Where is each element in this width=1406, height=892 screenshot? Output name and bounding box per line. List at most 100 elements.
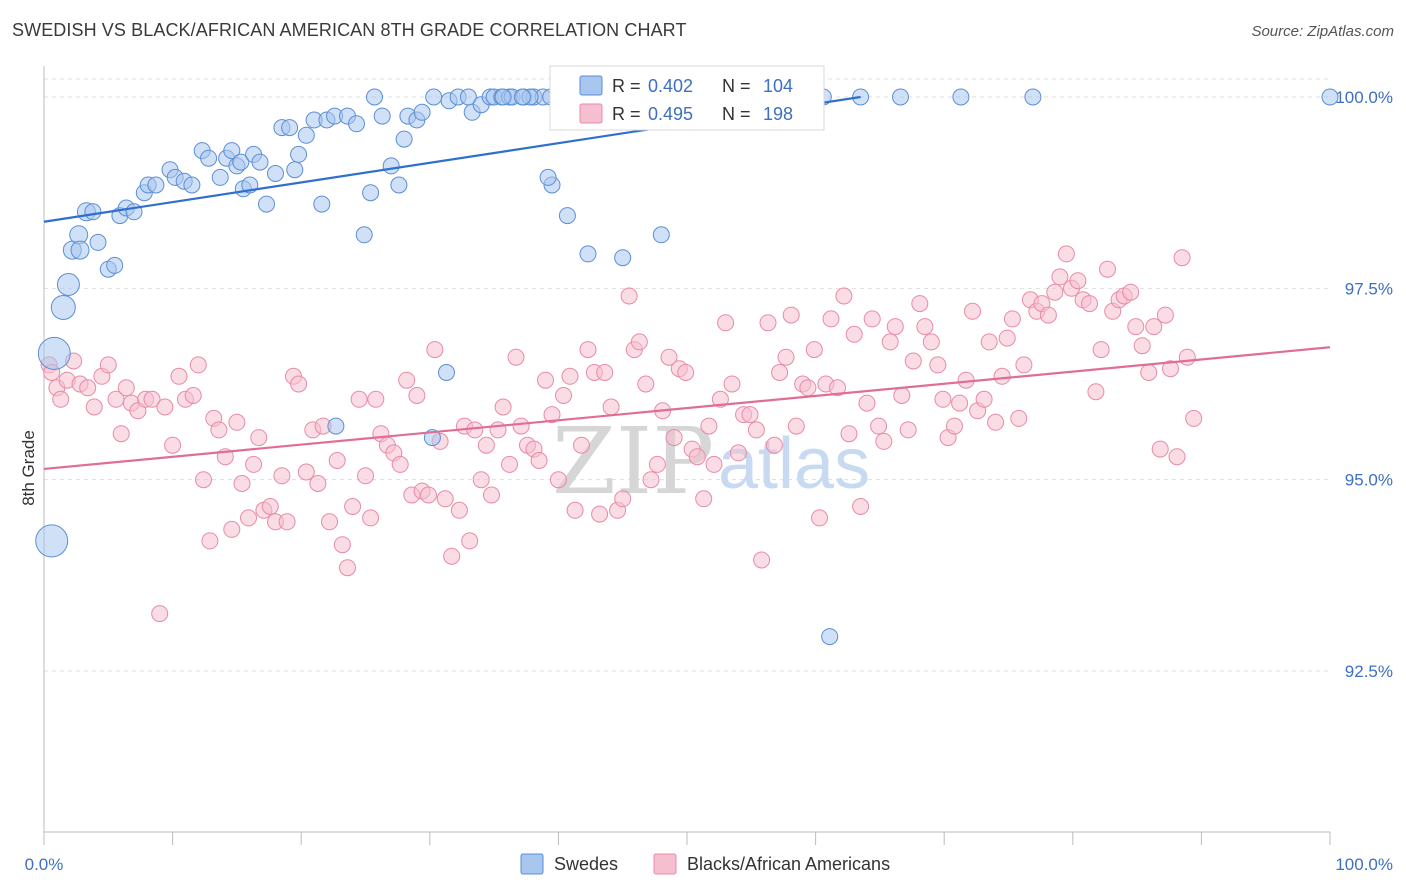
blacks-point (228, 413, 246, 431)
blacks-point (507, 348, 525, 366)
y-tick-label-3: 92.5% (1345, 662, 1393, 681)
swedes-point (106, 256, 124, 274)
stats-n-value-1: 104 (763, 76, 793, 96)
legend-label-swedes[interactable]: Swedes (554, 854, 618, 874)
legend-label-blacks[interactable]: Blacks/African Americans (687, 854, 890, 874)
blacks-point (875, 432, 893, 450)
blacks-point (250, 429, 268, 447)
swedes-point (281, 119, 299, 137)
blacks-point (811, 509, 828, 527)
blacks-point (688, 448, 706, 466)
blacks-point (501, 455, 518, 473)
blacks-point (711, 390, 729, 408)
stats-box: R = 0.402 N = 104 R = 0.495 N = 198 (549, 65, 825, 131)
swedes-point (821, 628, 839, 646)
blacks-point (189, 356, 207, 374)
blacks-point (151, 605, 169, 623)
blacks-point (201, 532, 219, 550)
swedes-point (70, 240, 90, 260)
blacks-point (922, 333, 940, 351)
blacks-point (344, 498, 362, 515)
trend-line-blacks (43, 346, 1331, 471)
blacks-point (987, 413, 1005, 431)
stats-r-value-1: 0.402 (648, 76, 693, 96)
blacks-point (1092, 341, 1110, 359)
blacks-point (350, 390, 368, 408)
blacks-point (620, 287, 638, 305)
blacks-point (677, 364, 695, 381)
swedes-point (290, 145, 308, 163)
swedes-point (37, 336, 71, 370)
swedes-point (558, 207, 576, 225)
blacks-point (741, 406, 759, 424)
blacks-point (543, 406, 561, 424)
blacks-point (195, 471, 212, 489)
blacks-point (477, 436, 495, 454)
blacks-point (530, 452, 548, 469)
blacks-point (916, 318, 934, 336)
blacks-point (1133, 337, 1151, 355)
blacks-point (893, 387, 911, 404)
blacks-point (1145, 318, 1163, 336)
blacks-point (822, 310, 840, 328)
stats-r-value-2: 0.495 (648, 104, 693, 124)
blacks-point (934, 390, 952, 408)
blacks-point (899, 421, 917, 439)
blacks-point (321, 513, 338, 531)
blacks-point (759, 314, 777, 332)
blacks-point (835, 287, 853, 305)
blacks-point (723, 375, 741, 393)
blacks-point (700, 417, 718, 435)
swedes-point (327, 417, 345, 435)
swedes-point (395, 130, 413, 148)
blacks-point (143, 390, 161, 408)
blacks-point (512, 417, 530, 435)
blacks-point (566, 501, 584, 519)
blacks-point (845, 325, 863, 343)
swedes-point (313, 195, 331, 213)
swedes-point (147, 176, 165, 194)
y-tick-label-1: 97.5% (1345, 279, 1393, 298)
swedes-point (355, 226, 373, 244)
y-tick-label-0: 100.0% (1335, 88, 1393, 107)
swedes-point (211, 168, 229, 186)
blacks-point (665, 429, 683, 447)
x-tick-label-1: 100.0% (1335, 855, 1393, 874)
pink-series-points (40, 245, 1203, 623)
legend-swatch-blacks[interactable] (653, 853, 677, 875)
blacks-point (561, 367, 579, 385)
blacks-point (333, 536, 351, 554)
swedes-point (382, 157, 400, 175)
blacks-point (1178, 348, 1196, 366)
blacks-point (555, 387, 572, 404)
blacks-point (420, 486, 437, 504)
swedes-point (892, 88, 909, 106)
chart-title: SWEDISH VS BLACK/AFRICAN AMERICAN 8TH GR… (12, 20, 687, 40)
blacks-point (443, 547, 461, 565)
blacks-point (461, 532, 479, 550)
blacks-point (717, 314, 735, 332)
blacks-point (1127, 318, 1145, 336)
stats-n-label-1: N = (722, 76, 751, 96)
blacks-point (870, 417, 888, 435)
swedes-point (390, 176, 408, 194)
stats-swatch-pink (579, 103, 603, 124)
blacks-point (1010, 409, 1028, 427)
blacks-point (549, 471, 567, 489)
blacks-point (223, 520, 241, 538)
blacks-point (112, 425, 130, 443)
stats-r-label-1: R = (612, 76, 641, 96)
swedes-point (297, 126, 315, 144)
legend-swatch-swedes[interactable] (520, 853, 544, 875)
swedes-point (50, 295, 76, 320)
blacks-point (99, 356, 117, 374)
blacks-point (1015, 356, 1033, 374)
blacks-point (436, 490, 454, 508)
swedes-point (89, 233, 107, 251)
blacks-point (993, 367, 1011, 385)
blacks-point (787, 417, 805, 435)
swedes-point (579, 245, 597, 263)
blacks-point (1168, 448, 1186, 466)
blacks-point (975, 390, 993, 408)
